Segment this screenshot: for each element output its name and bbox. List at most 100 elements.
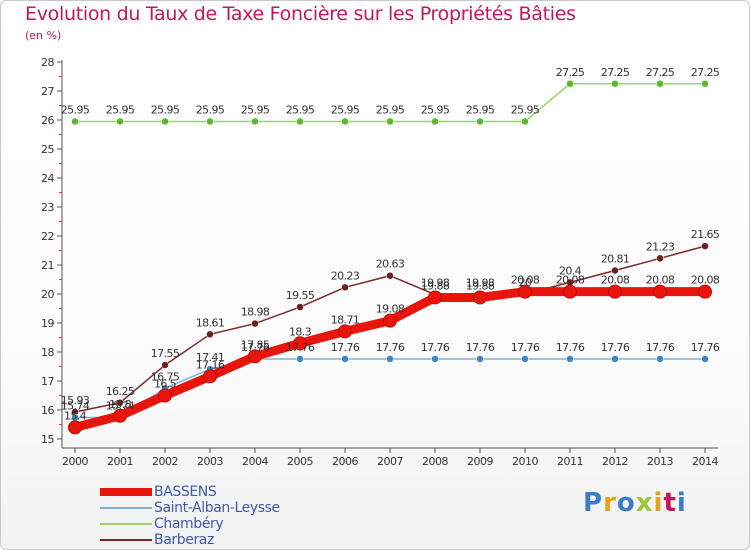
- data-point-chamb-ry: [566, 80, 574, 88]
- y-tick-label: 17: [41, 375, 54, 388]
- data-point-chamb-ry: [656, 80, 664, 88]
- data-label-bassens: 16.5: [154, 378, 177, 391]
- data-label-bassens: 19.88: [421, 279, 450, 292]
- data-label-saint-alban-leysse: 17.76: [466, 341, 495, 354]
- data-point-bassens: [428, 290, 442, 305]
- data-label-barberaz: 20.63: [376, 258, 405, 271]
- data-point-barberaz: [206, 330, 214, 339]
- data-point-chamb-ry: [71, 117, 79, 126]
- data-point-saint-alban-leysse: [476, 355, 484, 363]
- legend-swatch-bassens: [100, 488, 152, 496]
- data-point-chamb-ry: [386, 117, 394, 126]
- legend-label-barberaz: Barberaz: [154, 532, 214, 548]
- data-point-chamb-ry: [116, 117, 124, 126]
- legend: BASSENS Saint-Alban-Leysse Chambéry Barb…: [100, 484, 360, 548]
- data-label-barberaz: 20.81: [601, 253, 630, 266]
- data-label-saint-alban-leysse: 15.74: [106, 400, 135, 413]
- data-point-saint-alban-leysse: [296, 355, 304, 363]
- y-tick-label: 19: [41, 317, 54, 330]
- data-label-saint-alban-leysse: 17.41: [196, 351, 225, 364]
- x-tick-label: 2000: [62, 455, 88, 468]
- data-point-bassens: [653, 284, 667, 299]
- data-label-chamb-ry: 25.95: [106, 103, 135, 116]
- legend-swatch-barberaz: [100, 539, 152, 541]
- brand-letter: o: [616, 488, 636, 518]
- data-point-barberaz: [341, 283, 349, 292]
- x-tick-label: 2010: [512, 455, 538, 468]
- data-point-chamb-ry: [341, 117, 349, 126]
- data-point-barberaz: [611, 266, 619, 275]
- y-tick-label: 26: [41, 114, 54, 127]
- x-tick-label: 2007: [377, 455, 403, 468]
- data-point-chamb-ry: [431, 117, 439, 126]
- brand-letter: i: [676, 488, 687, 518]
- data-label-bassens: 18.3: [289, 325, 312, 338]
- data-label-chamb-ry: 27.25: [601, 66, 630, 79]
- data-label-barberaz: 19.98: [421, 277, 450, 290]
- data-label-bassens: 20.08: [511, 274, 540, 287]
- data-label-barberaz: 21.65: [691, 228, 720, 241]
- data-label-chamb-ry: 27.25: [646, 66, 675, 79]
- data-label-saint-alban-leysse: 17.76: [646, 341, 675, 354]
- data-point-bassens: [698, 284, 712, 299]
- data-point-chamb-ry: [296, 117, 304, 126]
- data-point-saint-alban-leysse: [701, 355, 709, 363]
- data-label-saint-alban-leysse: 17.76: [286, 341, 315, 354]
- data-point-barberaz: [386, 271, 394, 280]
- data-point-chamb-ry: [206, 117, 214, 126]
- data-label-saint-alban-leysse: 17.76: [421, 341, 450, 354]
- data-point-bassens: [248, 349, 262, 364]
- data-label-chamb-ry: 25.95: [286, 103, 315, 116]
- brand-letter: t: [663, 488, 677, 518]
- y-tick-label: 15: [41, 433, 54, 446]
- line-chart: 15 16 17 18 19 20 21 22 23 24 25 26 27 28 2000 2001 2002…: [41, 56, 720, 468]
- data-label-barberaz: 16.25: [106, 385, 135, 398]
- y-tick-label: 27: [41, 85, 54, 98]
- y-tick-label: 24: [41, 172, 54, 185]
- y-tick-label: 16: [41, 404, 54, 417]
- data-label-barberaz: 18.61: [196, 316, 225, 329]
- data-point-bassens: [203, 369, 217, 384]
- data-label-barberaz: 19.55: [286, 289, 315, 302]
- brand-letter: i: [653, 488, 664, 518]
- legend-swatch-saint-alban-leysse: [100, 507, 152, 509]
- chart-title: Evolution du Taux de Taxe Foncière sur l…: [25, 3, 576, 25]
- y-tick-label: 25: [41, 143, 54, 156]
- data-point-chamb-ry: [251, 117, 259, 126]
- data-label-chamb-ry: 25.95: [466, 103, 495, 116]
- x-tick-label: 2002: [152, 455, 178, 468]
- legend-label-chambery: Chambéry: [154, 516, 224, 532]
- legend-item-barberaz: Barberaz: [100, 532, 360, 548]
- proxiti-logo: Proxiti: [583, 488, 687, 518]
- data-point-bassens: [68, 420, 82, 435]
- data-label-bassens: 17.85: [241, 338, 270, 351]
- data-point-bassens: [338, 324, 352, 339]
- legend-label-bassens: BASSENS: [154, 484, 217, 500]
- data-point-saint-alban-leysse: [386, 355, 394, 363]
- data-label-bassens: 20.08: [601, 274, 630, 287]
- data-point-chamb-ry: [701, 80, 709, 88]
- data-point-barberaz: [656, 254, 664, 263]
- data-point-bassens: [383, 313, 397, 328]
- data-point-barberaz: [116, 399, 124, 407]
- data-label-chamb-ry: 25.95: [331, 103, 360, 116]
- data-label-saint-alban-leysse: 17.76: [376, 341, 405, 354]
- x-tick-label: 2001: [107, 455, 133, 468]
- data-point-chamb-ry: [521, 117, 529, 126]
- data-label-bassens: 15.4: [64, 409, 87, 422]
- data-label-chamb-ry: 25.95: [376, 103, 405, 116]
- data-label-chamb-ry: 25.95: [151, 103, 180, 116]
- data-label-saint-alban-leysse: 17.76: [241, 341, 270, 354]
- legend-item-chambery: Chambéry: [100, 516, 360, 532]
- x-tick-label: 2008: [422, 455, 448, 468]
- data-label-bassens: 17.16: [196, 358, 225, 371]
- data-point-barberaz: [161, 361, 169, 369]
- unit-label: (en %): [25, 29, 62, 42]
- x-tick-label: 2004: [242, 455, 268, 468]
- y-tick-label: 23: [41, 201, 54, 214]
- data-point-bassens: [608, 284, 622, 299]
- data-point-saint-alban-leysse: [566, 355, 574, 363]
- data-point-bassens: [473, 290, 487, 305]
- data-point-chamb-ry: [161, 117, 169, 126]
- x-tick-label: 2009: [467, 455, 493, 468]
